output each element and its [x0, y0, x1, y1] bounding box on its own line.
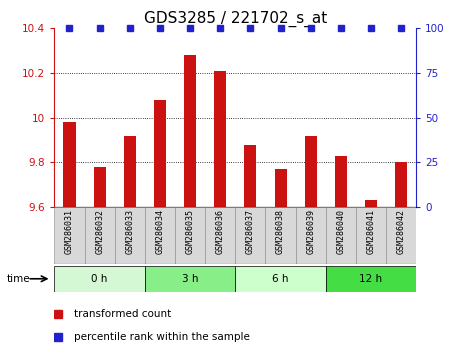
Bar [145, 266, 235, 292]
Bar [274, 169, 287, 207]
Text: 3 h: 3 h [182, 274, 198, 284]
Text: 6 h: 6 h [272, 274, 289, 284]
Bar [154, 100, 166, 207]
Bar [326, 207, 356, 264]
Bar [386, 207, 416, 264]
Bar [245, 144, 256, 207]
Bar [395, 162, 407, 207]
Bar [85, 207, 114, 264]
Text: GSM286036: GSM286036 [216, 209, 225, 254]
Bar [356, 207, 386, 264]
Text: GSM286041: GSM286041 [367, 209, 376, 254]
Text: GSM286040: GSM286040 [336, 209, 345, 254]
Bar [63, 122, 76, 207]
Bar [94, 167, 105, 207]
Bar [205, 207, 235, 264]
Text: GSM286035: GSM286035 [185, 209, 194, 254]
Bar [235, 266, 326, 292]
Bar [54, 266, 145, 292]
Bar [54, 207, 85, 264]
Text: 0 h: 0 h [91, 274, 108, 284]
Bar [214, 71, 226, 207]
Text: GSM286038: GSM286038 [276, 209, 285, 254]
Text: GSM286033: GSM286033 [125, 209, 134, 254]
Text: transformed count: transformed count [74, 309, 172, 319]
Text: time: time [7, 274, 31, 284]
Text: GSM286034: GSM286034 [156, 209, 165, 254]
Text: GSM286032: GSM286032 [95, 209, 104, 254]
Text: percentile rank within the sample: percentile rank within the sample [74, 332, 250, 342]
Bar [296, 207, 326, 264]
Text: GSM286039: GSM286039 [306, 209, 315, 254]
Bar [124, 136, 136, 207]
Bar [175, 207, 205, 264]
Bar [184, 55, 196, 207]
Title: GDS3285 / 221702_s_at: GDS3285 / 221702_s_at [144, 11, 327, 27]
Bar [114, 207, 145, 264]
Text: 12 h: 12 h [359, 274, 383, 284]
Bar [335, 156, 347, 207]
Bar [305, 136, 317, 207]
Text: GSM286037: GSM286037 [246, 209, 255, 254]
Bar [365, 200, 377, 207]
Bar [265, 207, 296, 264]
Bar [235, 207, 265, 264]
Bar [326, 266, 416, 292]
Text: GSM286042: GSM286042 [397, 209, 406, 254]
Bar [145, 207, 175, 264]
Text: GSM286031: GSM286031 [65, 209, 74, 254]
